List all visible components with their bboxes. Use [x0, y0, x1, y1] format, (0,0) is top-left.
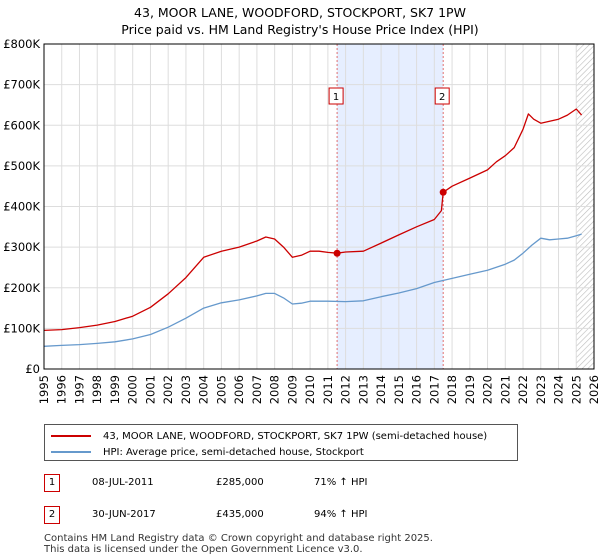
sale-date: 30-JUN-2017	[92, 509, 156, 520]
sale-point	[333, 249, 341, 257]
y-tick-label: £800K	[3, 37, 40, 51]
x-tick-label: 2007	[250, 375, 264, 404]
x-tick-label: 2003	[179, 375, 193, 404]
x-tick-label: 1997	[72, 375, 86, 404]
y-tick-label: £600K	[3, 118, 40, 132]
legend-label-hpi: HPI: Average price, semi-detached house,…	[103, 446, 364, 458]
y-tick-label: £300K	[3, 240, 40, 254]
x-tick-label: 2002	[161, 375, 175, 404]
y-tick-label: £0	[25, 362, 40, 376]
x-tick-label: 2000	[126, 375, 140, 404]
x-tick-label: 2020	[481, 375, 495, 404]
x-tick-label: 2018	[445, 375, 459, 404]
marker-badge	[328, 87, 344, 105]
y-tick-label: £200K	[3, 281, 40, 295]
x-tick-label: 2015	[392, 375, 406, 404]
title-line-2: Price paid vs. HM Land Registry's House …	[121, 22, 479, 37]
marker-badge-label: 2	[439, 92, 445, 103]
x-tick-label: 2019	[463, 375, 477, 404]
x-tick-label: 2006	[232, 375, 246, 404]
x-tick-label: 2025	[569, 375, 583, 404]
legend-swatch-hpi	[51, 451, 91, 453]
x-tick-label: 1999	[108, 375, 122, 404]
y-tick-label: £700K	[3, 78, 40, 92]
x-tick-label: 2011	[321, 375, 335, 404]
x-tick-label: 2001	[143, 375, 157, 404]
sale-row: 2 30-JUN-2017 £435,000 94% ↑ HPI	[44, 506, 564, 524]
x-tick-label: 1998	[90, 375, 104, 404]
x-tick-label: 2026	[587, 375, 600, 404]
sale-price: £285,000	[216, 477, 264, 488]
plot-border	[43, 43, 595, 370]
sale-date: 08-JUL-2011	[92, 477, 154, 488]
x-tick-label: 2023	[534, 375, 548, 404]
title-line-1: 43, MOOR LANE, WOODFORD, STOCKPORT, SK7 …	[134, 5, 466, 20]
sale-hpi-change: 94% ↑ HPI	[314, 509, 368, 520]
y-tick-label: £500K	[3, 159, 40, 173]
footer-line-1: Contains HM Land Registry data © Crown c…	[44, 533, 433, 544]
legend: 43, MOOR LANE, WOODFORD, STOCKPORT, SK7 …	[44, 424, 518, 461]
y-tick-label: £100K	[3, 321, 40, 335]
sale-number-badge: 2	[44, 506, 60, 524]
price-chart: £0 £100K £200K £300K £400K £500K £600K £700K £80…	[3, 37, 600, 404]
sale-row: 1 08-JUL-2011 £285,000 71% ↑ HPI	[44, 474, 564, 492]
x-tick-label: 2005	[214, 375, 228, 404]
footer-notice: Contains HM Land Registry data © Crown c…	[44, 533, 433, 555]
x-tick-label: 2009	[285, 375, 299, 404]
sale-number-badge: 1	[44, 474, 60, 492]
marker-badge	[434, 87, 450, 105]
x-tick-label: 2004	[197, 375, 211, 404]
x-tick-label: 2022	[516, 375, 530, 404]
marker-badge-label: 1	[333, 92, 339, 103]
legend-item-hpi: HPI: Average price, semi-detached house,…	[51, 445, 364, 459]
x-tick-label: 2013	[356, 375, 370, 404]
x-tick-label: 2017	[427, 375, 441, 404]
legend-item-property: 43, MOOR LANE, WOODFORD, STOCKPORT, SK7 …	[51, 429, 487, 443]
x-tick-label: 1996	[55, 375, 69, 404]
sale-price: £435,000	[216, 509, 264, 520]
footer-line-2: This data is licensed under the Open Gov…	[44, 544, 363, 555]
legend-swatch-property	[51, 435, 91, 437]
x-tick-label: 2012	[339, 375, 353, 404]
legend-label-property: 43, MOOR LANE, WOODFORD, STOCKPORT, SK7 …	[103, 430, 488, 442]
x-tick-label: 2014	[374, 375, 388, 404]
x-tick-label: 2008	[268, 375, 282, 404]
x-tick-label: 2021	[498, 375, 512, 404]
property-price-line	[43, 108, 583, 332]
x-tick-label: 2016	[410, 375, 424, 404]
hpi-line	[43, 233, 582, 347]
x-tick-label: 2024	[552, 375, 566, 404]
sale-point	[439, 188, 447, 196]
sale-hpi-change: 71% ↑ HPI	[314, 477, 368, 488]
chart-title: 43, MOOR LANE, WOODFORD, STOCKPORT, SK7 …	[0, 4, 600, 38]
y-tick-label: £400K	[3, 200, 40, 214]
x-tick-label: 1995	[37, 375, 51, 404]
x-tick-label: 2010	[303, 375, 317, 404]
